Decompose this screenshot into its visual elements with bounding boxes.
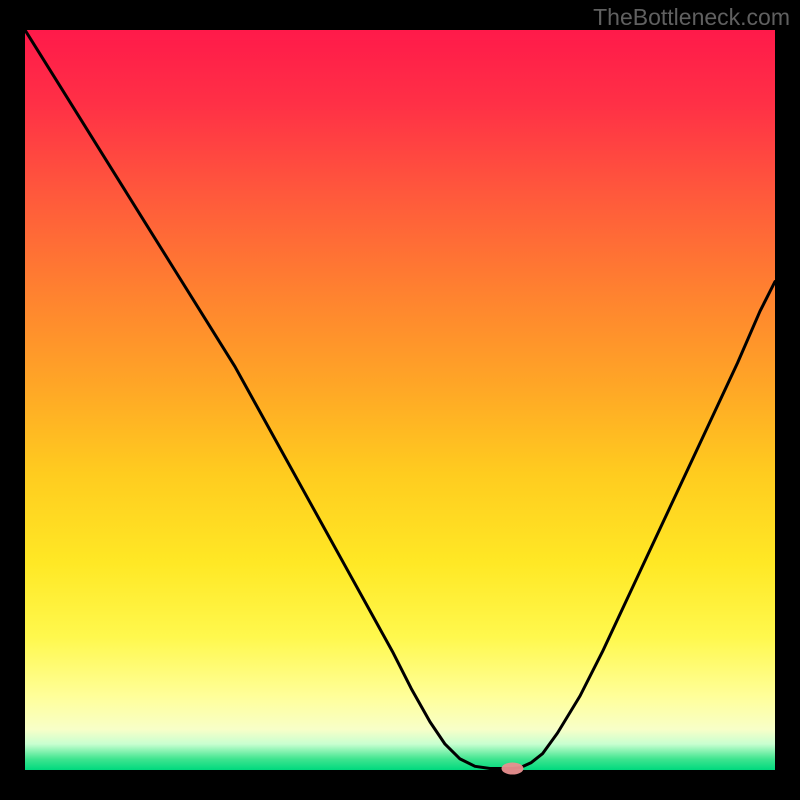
watermark-text: TheBottleneck.com [593, 4, 790, 31]
optimal-point-marker [502, 763, 524, 775]
bottleneck-chart [0, 0, 800, 800]
chart-root: { "meta": { "watermark": "TheBottleneck.… [0, 0, 800, 800]
chart-background-gradient [25, 30, 775, 770]
